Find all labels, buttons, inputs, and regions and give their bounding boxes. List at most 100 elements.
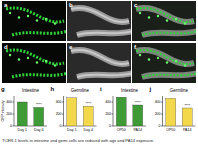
y-tick-label: 0 — [10, 124, 12, 128]
panel-label: j — [149, 86, 152, 92]
significance: **** — [135, 101, 141, 105]
bars — [166, 98, 192, 126]
chart-title: Germline — [71, 88, 90, 93]
y-tick — [13, 126, 15, 127]
bar-chart: jGermline0200400OP50PA14**** — [149, 86, 196, 132]
significance: **** — [85, 102, 91, 106]
y-tick-label: 400 — [6, 100, 12, 104]
worm-body — [136, 8, 196, 35]
gfp-signal — [136, 50, 196, 77]
bar — [17, 102, 27, 126]
y-tick — [112, 102, 114, 103]
gfp-signal — [6, 50, 66, 77]
gfp-nucleus — [18, 58, 20, 60]
gfp-nucleus — [175, 60, 177, 62]
panel-label: i — [100, 86, 102, 92]
y-tick — [161, 114, 163, 115]
y-tick — [13, 102, 15, 103]
bar-chart: hGermline0200400Day 1Day 4**** — [51, 86, 97, 132]
bar — [133, 105, 143, 126]
y-tick — [62, 126, 64, 127]
x-tick-label: PA14 — [183, 128, 192, 132]
image-panel: e — [67, 43, 133, 83]
gfp-nucleus — [148, 16, 150, 18]
gfp-nucleus — [45, 60, 47, 62]
y-tick-label: 0 — [60, 124, 62, 128]
x-tick-label: OP50 — [117, 128, 126, 132]
y-axis — [14, 96, 15, 126]
bar — [182, 108, 192, 126]
chart-title: Germline — [170, 88, 189, 93]
image-panel: d — [2, 43, 68, 83]
chart-title: Intestine — [121, 88, 139, 93]
gfp-nucleus — [166, 19, 168, 21]
y-tick-label: 200 — [155, 112, 161, 116]
gfp-nucleus — [9, 12, 11, 14]
y-tick — [112, 114, 114, 115]
worm — [136, 8, 196, 35]
worm — [71, 8, 131, 35]
y-tick-label: 400 — [105, 100, 111, 104]
x-tick-label: OP50 — [166, 128, 175, 132]
panel-label: a — [4, 2, 8, 8]
image-panel: a — [2, 1, 68, 41]
gfp-nucleus — [139, 54, 141, 56]
gfp-nucleus — [184, 22, 186, 24]
y-axis — [162, 96, 163, 126]
x-tick-label: Day 4 — [84, 128, 93, 132]
y-tick-label: 400 — [56, 100, 62, 104]
significance: **** — [36, 103, 42, 107]
y-tick-label: 0 — [109, 124, 111, 128]
y-tick — [13, 114, 15, 115]
caption: TCER-1 levels in intestine and germ cell… — [2, 138, 154, 143]
gfp-signal — [136, 8, 196, 35]
bar-chart: i Intestine 0 200 400 OP50 PA14 **** — [100, 86, 146, 132]
gfp-nucleus — [157, 57, 159, 59]
gfp-nucleus — [9, 54, 11, 56]
panel-label: f — [134, 44, 137, 50]
panel-label: e — [69, 44, 73, 50]
panel-label: h — [51, 86, 55, 92]
bar — [166, 98, 176, 126]
y-label: GFP intensity — [1, 100, 5, 121]
worm — [6, 8, 66, 35]
y-tick — [161, 126, 163, 127]
bar — [83, 106, 93, 126]
gfp-nucleus — [36, 61, 38, 63]
worm — [6, 50, 66, 77]
panel-label: b — [69, 2, 73, 8]
x-tick-label: PA14 — [133, 128, 142, 132]
chart-title: Intestine — [22, 88, 40, 93]
y-tick — [62, 114, 64, 115]
figure: a b c d e f g Intestine GFP intensity 0 200 400 Day … — [0, 0, 198, 148]
x-tick-label: Day 4 — [34, 128, 43, 132]
bar — [34, 107, 44, 126]
image-panel: c — [132, 1, 198, 41]
worm-body — [71, 50, 131, 77]
gfp-nucleus — [148, 58, 150, 60]
y-tick-label: 200 — [105, 112, 111, 116]
gfp-signal — [6, 8, 66, 35]
gfp-nucleus — [54, 22, 56, 24]
y-tick-label: 0 — [159, 124, 161, 128]
y-tick — [161, 102, 163, 103]
x-tick-label: Day 1 — [18, 128, 27, 132]
image-panel: b — [67, 1, 133, 41]
y-tick-label: 200 — [56, 112, 62, 116]
worm-gut — [71, 8, 131, 35]
bars — [116, 97, 142, 126]
bars — [17, 102, 43, 126]
gfp-nucleus — [27, 57, 29, 59]
y-axis — [113, 96, 114, 126]
gfp-nucleus — [27, 15, 29, 17]
image-panel: f — [132, 43, 198, 83]
panel-label: d — [4, 44, 8, 50]
panel-label: g — [1, 86, 5, 92]
gfp-nucleus — [184, 64, 186, 66]
bar — [67, 98, 77, 126]
bar — [116, 97, 126, 126]
gfp-nucleus — [157, 15, 159, 17]
gfp-nucleus — [18, 16, 20, 18]
y-tick-label: 400 — [155, 100, 161, 104]
gfp-nucleus — [54, 64, 56, 66]
